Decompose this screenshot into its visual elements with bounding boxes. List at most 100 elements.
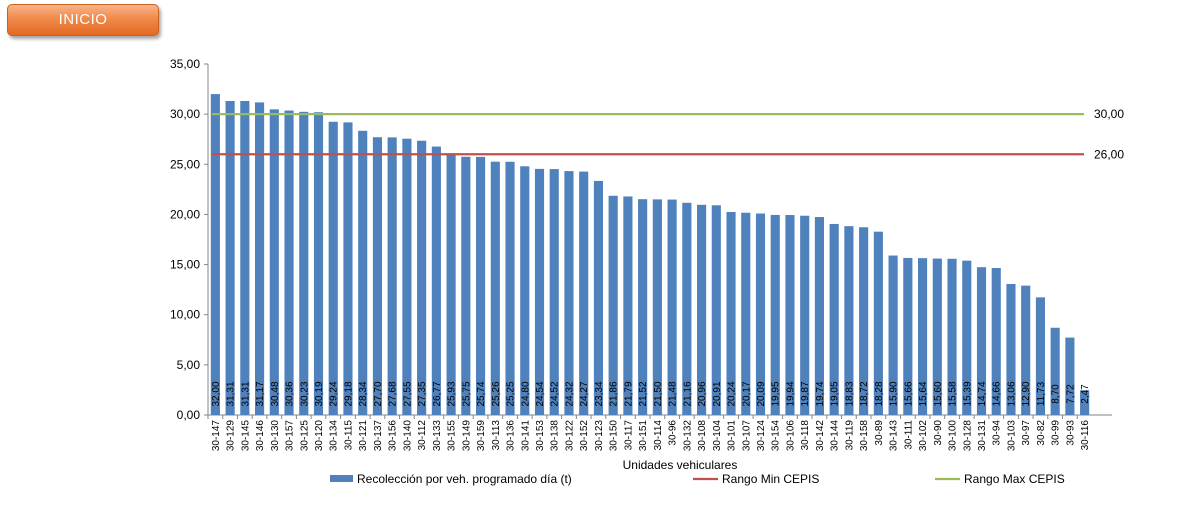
bar-value-label: 20,24 (727, 381, 738, 406)
bar (225, 101, 235, 415)
bar (475, 156, 486, 416)
bar (490, 161, 500, 415)
bar (1006, 284, 1016, 415)
bar (269, 109, 279, 416)
bar-value-label: 31,31 (226, 381, 237, 406)
bar-value-label: 27,35 (417, 381, 428, 406)
x-tick-label: 30-137 (373, 420, 384, 452)
x-tick-labels: 30-147 30-129 30-145 30-146 30-130 30-157 30-1… (207, 415, 1091, 452)
x-tick-label: 30-129 (226, 420, 237, 452)
x-tick-label: 30-138 (550, 420, 561, 452)
bar-value-label: 15,39 (962, 381, 973, 406)
x-tick-label: 30-131 (977, 420, 988, 452)
bar (991, 267, 1001, 415)
x-tick-label: 30-108 (697, 420, 708, 452)
x-tick-label: 30-154 (771, 420, 782, 452)
reference-line-label: 26,00 (1094, 147, 1124, 161)
bar-value-label: 21,86 (609, 381, 620, 406)
bar (402, 138, 412, 415)
bar-value-label: 27,68 (388, 381, 399, 406)
x-tick-label: 30-99 (1051, 420, 1062, 446)
x-tick-label: 30-115 (343, 420, 354, 451)
bar (638, 199, 648, 415)
bar-value-label: 25,74 (476, 381, 487, 406)
x-tick-label: 30-141 (520, 420, 531, 452)
x-tick-label: 30-112 (417, 420, 428, 451)
y-tick-label: 0,00 (177, 408, 201, 422)
bar-value-label: 20,09 (756, 381, 767, 406)
bar (741, 212, 751, 415)
y-tick-label: 5,00 (177, 358, 201, 372)
x-tick-label: 30-142 (815, 420, 826, 452)
bar-value-label: 21,79 (623, 381, 634, 406)
bar-value-label: 24,52 (550, 381, 561, 406)
bar (343, 122, 353, 416)
x-tick-label: 30-104 (712, 420, 723, 452)
x-tick-label: 30-147 (211, 420, 222, 452)
bar (1035, 297, 1046, 415)
inicio-button[interactable]: INICIO (7, 4, 159, 36)
bar (888, 255, 898, 415)
bar (755, 213, 766, 415)
x-tick-label: 30-158 (859, 420, 870, 452)
bar-value-label: 31,17 (255, 381, 266, 406)
bar-value-label: 14,66 (992, 381, 1003, 406)
x-tick-label: 30-116 (1080, 420, 1091, 451)
bar-value-label: 24,27 (579, 381, 590, 406)
bar (564, 171, 574, 415)
x-tick-label: 30-144 (830, 420, 841, 452)
bar (770, 214, 780, 415)
x-tick-label: 30-159 (476, 420, 487, 452)
bar-value-label: 24,80 (520, 381, 531, 406)
x-tick-label: 30-132 (682, 420, 693, 452)
x-tick-label: 30-118 (800, 420, 811, 451)
bar (210, 94, 220, 415)
bar-value-label: 11,73 (1036, 381, 1047, 406)
bar-value-label: 21,48 (668, 381, 679, 406)
bar (284, 110, 294, 416)
bar (358, 130, 368, 415)
bar (240, 101, 250, 415)
bar (1080, 390, 1090, 415)
bar-value-label: 20,91 (712, 381, 723, 406)
bar (608, 195, 618, 415)
bar (976, 267, 987, 415)
x-tick-label: 30-101 (727, 420, 738, 452)
bar (431, 146, 441, 415)
bar-value-label: 15,58 (948, 381, 959, 406)
bar (446, 154, 456, 415)
legend-label: Rango Min CEPIS (722, 472, 819, 486)
bar-value-label: 19,87 (800, 381, 811, 406)
x-tick-label: 30-122 (564, 420, 575, 452)
bar-value-label: 20,17 (741, 381, 752, 406)
bar-value-label: 21,52 (638, 381, 649, 406)
bar-value-label: 23,34 (594, 381, 605, 406)
bar-value-label: 7,72 (1065, 384, 1076, 404)
bar-value-label: 27,70 (373, 381, 384, 406)
bar (313, 112, 324, 415)
x-tick-label: 30-133 (432, 420, 443, 452)
bar-value-label: 26,77 (432, 381, 443, 406)
x-tick-label: 30-125 (299, 420, 310, 452)
bar (534, 168, 545, 415)
x-tick-label: 30-90 (933, 420, 944, 446)
bar (328, 121, 338, 415)
bar (1065, 337, 1075, 415)
x-tick-label: 30-96 (668, 420, 679, 446)
bar-value-label: 18,28 (874, 381, 885, 406)
bar (682, 202, 692, 415)
bar (962, 260, 972, 415)
bar-value-label: 30,23 (299, 381, 310, 406)
x-tick-label: 30-93 (1065, 420, 1076, 446)
bar (461, 156, 471, 415)
x-tick-label: 30-145 (240, 420, 251, 452)
x-tick-label: 30-82 (1036, 420, 1047, 446)
x-tick-label: 30-146 (255, 420, 266, 452)
legend: Recolección por veh. programado día (t) R… (330, 472, 1065, 486)
bar-value-label: 19,05 (830, 381, 841, 406)
x-tick-label: 30-102 (918, 420, 929, 452)
bar-value-label: 29,18 (343, 381, 354, 406)
bar-value-label: 25,93 (447, 381, 458, 406)
bar-value-label: 25,26 (491, 381, 502, 406)
